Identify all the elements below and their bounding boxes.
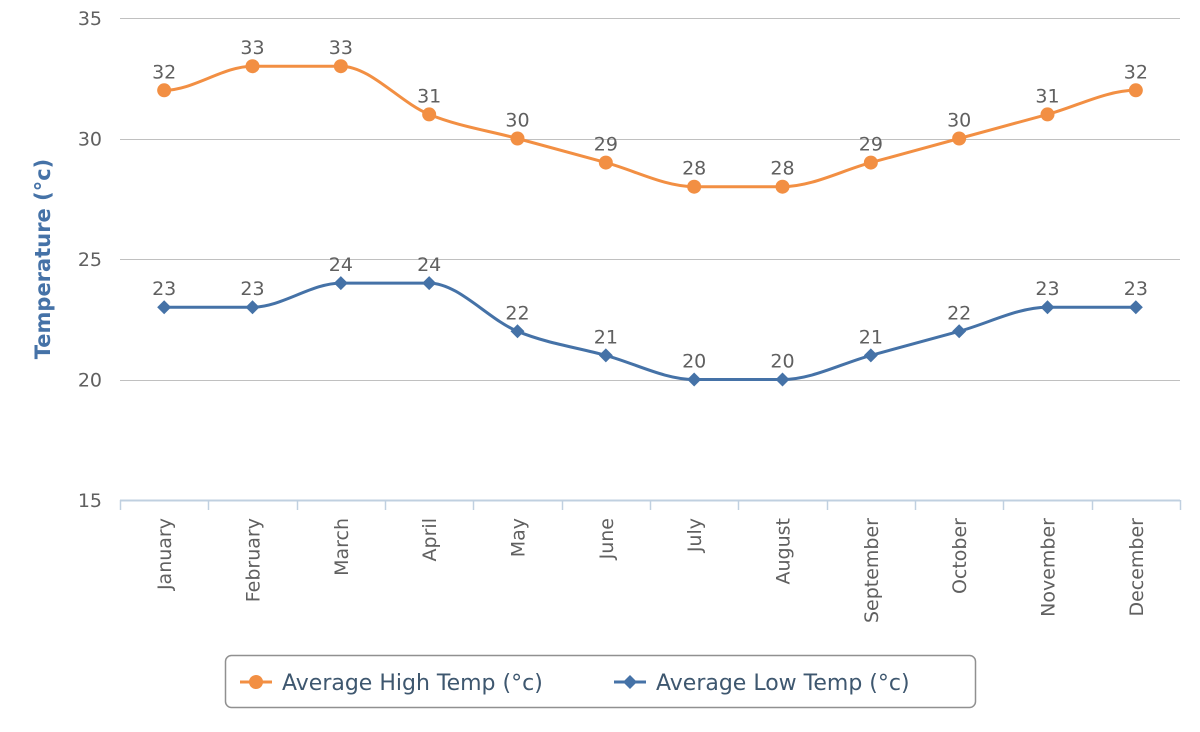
- x-tick-label-december: December: [1126, 518, 1148, 617]
- point-high-february[interactable]: [245, 59, 260, 74]
- data-label-high-september: 29: [859, 134, 883, 156]
- point-low-august[interactable]: [775, 372, 790, 387]
- data-label-low-february: 23: [240, 278, 264, 300]
- data-label-high-november: 31: [1035, 85, 1059, 107]
- point-high-april[interactable]: [422, 107, 437, 122]
- x-tick-label-october: October: [949, 518, 971, 594]
- point-low-october[interactable]: [952, 324, 967, 339]
- data-label-low-april: 24: [417, 254, 441, 276]
- data-label-low-december: 23: [1124, 278, 1148, 300]
- data-label-low-march: 24: [329, 254, 353, 276]
- data-label-high-may: 30: [505, 110, 529, 132]
- x-tick-label-february: February: [243, 518, 265, 602]
- x-tick-label-july: July: [684, 518, 706, 553]
- data-label-high-july: 28: [682, 158, 706, 180]
- point-low-november[interactable]: [1040, 300, 1055, 315]
- point-low-december[interactable]: [1128, 300, 1143, 315]
- data-label-low-november: 23: [1035, 278, 1059, 300]
- point-low-april[interactable]: [422, 276, 437, 291]
- point-high-august[interactable]: [775, 179, 790, 194]
- x-tick-label-march: March: [331, 518, 353, 576]
- point-high-june[interactable]: [598, 155, 613, 170]
- legend-low-diamond-icon: [623, 675, 637, 689]
- data-label-low-september: 21: [859, 326, 883, 348]
- legend-item-high[interactable]: Average High Temp (°c): [240, 671, 543, 696]
- data-label-high-october: 30: [947, 110, 971, 132]
- grid-lines: [120, 18, 1180, 381]
- y-tick-label: 25: [78, 249, 102, 271]
- legend-box: [224, 654, 977, 709]
- point-low-may[interactable]: [510, 324, 525, 339]
- x-tick-label-june: June: [596, 518, 618, 560]
- x-tick-label-august: August: [773, 518, 795, 585]
- data-label-high-june: 29: [594, 134, 618, 156]
- data-label-low-august: 20: [770, 351, 794, 373]
- y-tick-label: 30: [78, 129, 102, 151]
- series-line-high: [162, 64, 1138, 189]
- legend-high-label: Average High Temp (°c): [282, 671, 543, 696]
- point-low-june[interactable]: [598, 348, 613, 363]
- legend-low-label: Average Low Temp (°c): [656, 671, 910, 696]
- axes: 15 20 25 30 35 January February March April May Ju…: [78, 8, 1182, 623]
- data-label-high-february: 33: [240, 37, 264, 59]
- point-low-july[interactable]: [687, 372, 702, 387]
- data-label-high-april: 31: [417, 85, 441, 107]
- x-tick-label-january: January: [154, 518, 176, 591]
- data-label-high-march: 33: [329, 37, 353, 59]
- point-high-november[interactable]: [1040, 107, 1055, 122]
- x-tick-label-may: May: [508, 518, 530, 557]
- data-label-high-august: 28: [770, 158, 794, 180]
- data-label-high-december: 32: [1124, 61, 1148, 83]
- legend-high-circle-icon: [249, 675, 263, 689]
- x-tick-label-november: November: [1038, 518, 1060, 617]
- data-label-low-may: 22: [505, 302, 529, 324]
- x-tick-label-april: April: [419, 518, 441, 561]
- series: [157, 59, 1143, 387]
- point-high-september[interactable]: [863, 155, 878, 170]
- point-high-december[interactable]: [1128, 83, 1143, 98]
- point-high-july[interactable]: [687, 179, 702, 194]
- legend-item-low[interactable]: Average Low Temp (°c): [614, 671, 910, 696]
- point-low-february[interactable]: [245, 300, 260, 315]
- point-high-october[interactable]: [952, 131, 967, 146]
- point-low-september[interactable]: [863, 348, 878, 363]
- data-label-low-january: 23: [152, 278, 176, 300]
- y-tick-label: 15: [78, 490, 102, 512]
- legend: Average High Temp (°c) Average Low Temp …: [224, 654, 977, 709]
- data-label-low-june: 21: [594, 326, 618, 348]
- x-tick-label-september: September: [861, 518, 883, 623]
- series-line-low: [162, 281, 1138, 382]
- data-labels: 32 33 33 31 30 29 28 28 29 30 31 32 23 23 24 24 22 21 20 20…: [152, 37, 1148, 372]
- data-label-low-july: 20: [682, 351, 706, 373]
- point-low-march[interactable]: [333, 276, 348, 291]
- y-tick-label: 20: [78, 370, 102, 392]
- point-low-january[interactable]: [157, 300, 172, 315]
- point-high-january[interactable]: [157, 83, 172, 98]
- point-high-may[interactable]: [510, 131, 525, 146]
- data-label-low-october: 22: [947, 302, 971, 324]
- data-label-high-january: 32: [152, 61, 176, 83]
- point-high-march[interactable]: [333, 59, 348, 74]
- y-axis-title: Temperature (°c): [31, 159, 55, 360]
- y-tick-label: 35: [78, 8, 102, 30]
